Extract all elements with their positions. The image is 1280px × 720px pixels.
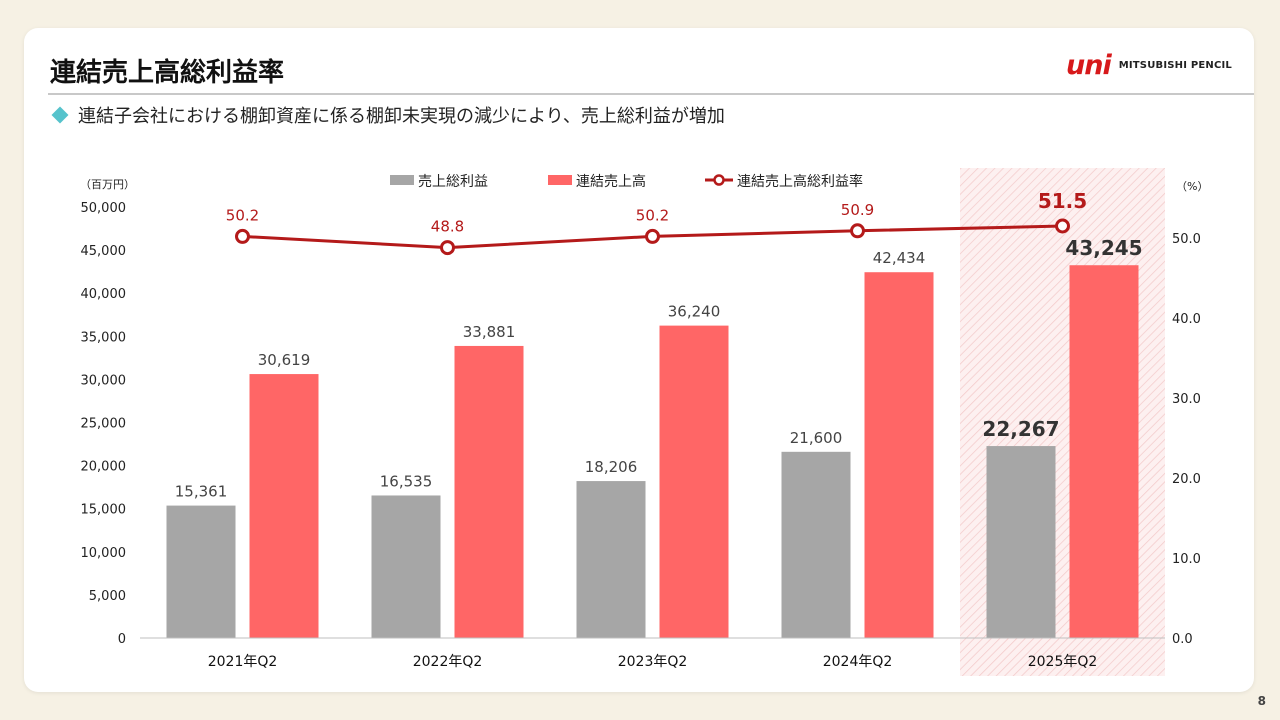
sales-bar [454,345,524,638]
page-number: 8 [1257,694,1266,708]
page-title: 連結売上高総利益率 [50,58,285,88]
margin-rate-data-label: 50.9 [841,201,874,219]
right-axis-unit: （%） [1176,180,1208,193]
category-label: 2024年Q2 [823,654,893,670]
left-axis-tick-label: 5,000 [89,589,126,604]
category-label: 2025年Q2 [1028,654,1098,670]
left-axis-tick-label: 45,000 [81,244,127,259]
margin-rate-point [440,240,455,256]
margin-rate-point [1055,218,1070,234]
left-axis-tick-label: 25,000 [81,417,127,432]
category-label: 2023年Q2 [618,654,688,670]
legend-marker [713,174,725,186]
gross-profit-data-label: 15,361 [175,483,228,501]
gross-profit-data-label: 18,206 [585,458,638,476]
uni-logo-mark: uni [1066,50,1112,81]
margin-rate-point [645,228,660,244]
sales-data-label: 30,619 [258,351,311,369]
right-axis-tick-label: 20.0 [1172,472,1201,487]
right-axis-tick-label: 30.0 [1172,392,1201,407]
sales-bar [1069,265,1139,638]
legend-swatch [390,175,414,185]
legend-label: 連結売上高 [576,173,646,190]
gross-profit-data-label: 22,267 [982,417,1059,441]
legend-label: 連結売上高総利益率 [737,173,863,190]
title-divider [48,93,1254,95]
category-label: 2021年Q2 [208,654,278,670]
gross-profit-data-label: 21,600 [790,429,843,447]
gross-profit-bar [166,505,236,638]
left-axis-tick-label: 20,000 [81,460,127,475]
summary-bullet: 連結子会社における棚卸資産に係る棚卸未実現の減少により、売上総利益が増加 [51,102,725,128]
margin-rate-data-label: 50.2 [226,206,259,224]
gross-profit-bar [576,481,646,638]
sales-data-label: 36,240 [668,303,721,321]
right-axis-tick-label: 10.0 [1172,552,1201,567]
legend-label: 売上総利益 [418,174,488,190]
margin-rate-data-label: 50.2 [636,206,669,224]
category-label: 2022年Q2 [413,654,483,670]
sales-data-label: 42,434 [873,249,926,267]
margin-rate-point [235,228,250,244]
gross-profit-bar [371,495,441,638]
left-axis-tick-label: 50,000 [81,201,127,216]
left-axis-tick-label: 0 [118,632,126,647]
sales-bar [249,374,319,638]
brand-logo: uni MITSUBISHI PENCIL [1066,50,1232,81]
left-axis-tick-label: 40,000 [81,287,127,302]
margin-rate-point [850,223,865,239]
gross-profit-data-label: 16,535 [380,472,433,490]
logo-company-name: MITSUBISHI PENCIL [1118,60,1232,71]
legend-swatch [548,175,572,185]
margin-rate-data-label: 51.5 [1038,189,1087,213]
sales-data-label: 43,245 [1065,236,1142,260]
sales-bar [659,325,729,638]
left-axis-unit: （百万円） [80,178,135,191]
left-axis-tick-label: 30,000 [81,373,127,388]
sales-data-label: 33,881 [463,323,516,341]
summary-text: 連結子会社における棚卸資産に係る棚卸未実現の減少により、売上総利益が増加 [78,106,725,127]
left-axis-tick-label: 35,000 [81,330,127,345]
right-axis-tick-label: 0.0 [1172,632,1193,647]
gross-profit-bar [986,446,1056,638]
right-axis-tick-label: 40.0 [1172,312,1201,327]
right-axis-tick-label: 50.0 [1172,232,1201,247]
left-axis-tick-label: 15,000 [81,503,127,518]
margin-rate-data-label: 48.8 [431,218,464,236]
sales-bar [864,272,934,638]
gross-profit-bar [781,451,851,638]
left-axis-tick-label: 10,000 [81,546,127,561]
